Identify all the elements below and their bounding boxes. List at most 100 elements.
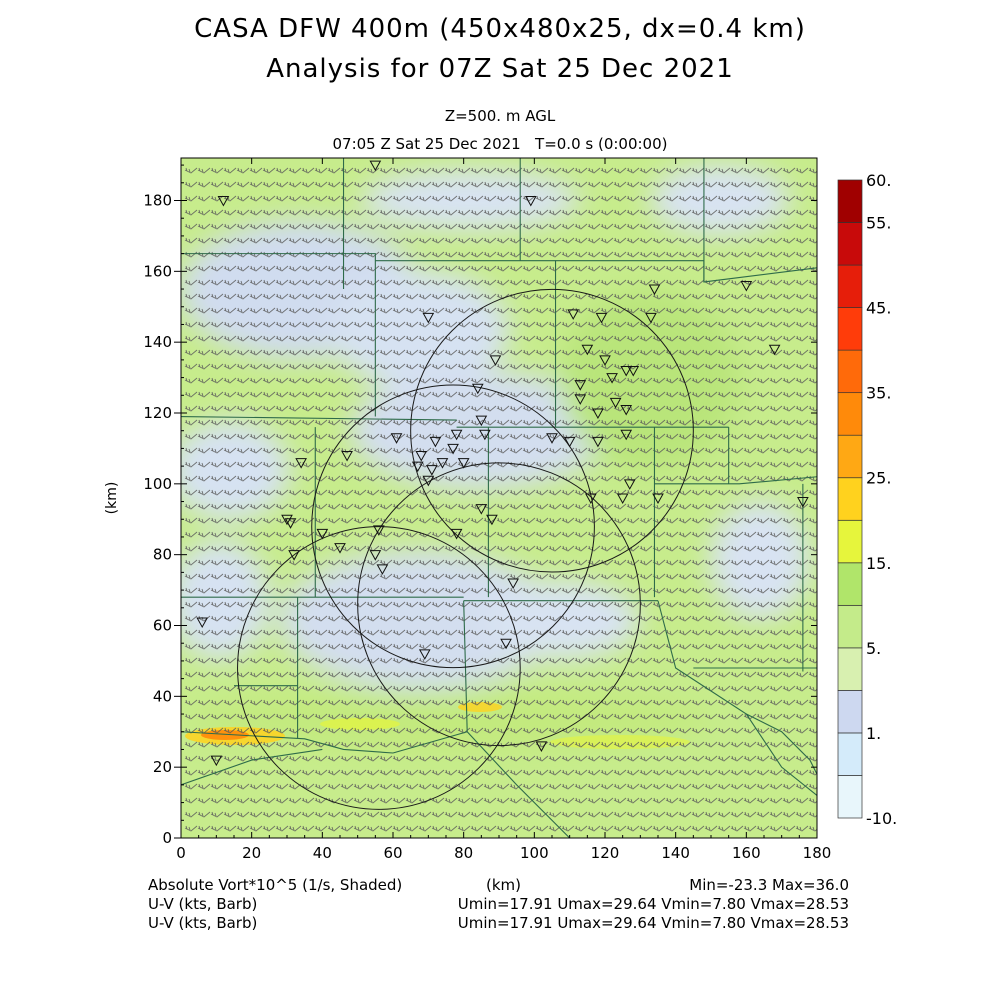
station-marker [616, 493, 629, 505]
station-marker [341, 451, 353, 462]
colorbar-label: 45. [866, 299, 891, 318]
station-marker [436, 458, 449, 469]
station-marker [479, 429, 491, 441]
station-marker [489, 355, 502, 366]
y-tick-label: 100 [143, 475, 172, 493]
colorbar-segment [837, 477, 863, 521]
shading-region [181, 540, 270, 660]
wind-barb-field [184, 167, 817, 832]
county-line [181, 731, 394, 754]
vorticity-shading [181, 158, 817, 838]
county-line [181, 748, 323, 786]
station-marker [648, 284, 661, 296]
station-marker [645, 312, 657, 324]
chart-subtitle: Analysis for 07Z Sat 25 Dec 2021 [266, 54, 734, 84]
station-marker [457, 458, 470, 469]
station-marker [595, 312, 608, 324]
station-marker [546, 433, 558, 444]
county-boundaries [181, 158, 817, 838]
station-marker [450, 528, 463, 540]
station-marker [535, 741, 548, 752]
colorbar-label: 5. [866, 639, 881, 658]
station-marker [373, 525, 385, 536]
radar-ring [357, 462, 641, 747]
station-marker [507, 578, 519, 590]
x-tick-label: 180 [803, 844, 832, 862]
station-marker [422, 475, 435, 487]
station-marker [316, 528, 329, 540]
county-line [392, 731, 468, 754]
shading-region [181, 420, 290, 520]
shading-region [360, 170, 580, 230]
station-marker [475, 415, 488, 427]
station-marker [599, 355, 611, 366]
barb-label-1: U-V (kts, Barb) [148, 895, 258, 913]
y-tick-label: 120 [143, 404, 172, 422]
colorbar-segment [837, 562, 863, 606]
colorbar-segment [837, 775, 863, 819]
y-tick-label: 0 [162, 829, 172, 847]
station-marker [475, 504, 488, 515]
y-axis-label: (km) [104, 482, 120, 515]
colorbar-segment [837, 519, 863, 564]
colorbar-segment [837, 264, 863, 308]
x-tick-label: 80 [454, 844, 473, 862]
station-marker [524, 196, 537, 207]
station-marker [369, 160, 382, 172]
x-tick-label: 40 [313, 844, 332, 862]
wind-barbs [184, 167, 817, 832]
station-marker [281, 514, 293, 526]
colorbar-segment [837, 307, 863, 351]
shading-high [201, 730, 249, 740]
station-marker [585, 493, 597, 505]
county-line [181, 253, 376, 417]
x-tick-label: 0 [176, 844, 186, 862]
colorbar-label: 15. [866, 554, 891, 573]
colorbar-segment [837, 222, 863, 266]
colorbar-segment [837, 732, 863, 776]
station-marker [447, 443, 459, 455]
station-marker [627, 366, 640, 377]
valid-time-label: 07:05 Z Sat 25 Dec 2021 T=0.0 s (0:00:00… [332, 135, 668, 153]
county-line [463, 600, 468, 732]
radar-range-rings [237, 288, 694, 810]
station-marker [592, 436, 604, 448]
station-marker [620, 404, 633, 416]
station-marker [422, 312, 435, 324]
x-tick-label: 140 [661, 844, 690, 862]
y-tick-label: 140 [143, 333, 172, 351]
station-marker [592, 408, 604, 420]
station-marker [411, 461, 424, 473]
barb-stats-2: Umin=17.91 Umax=29.64 Vmin=7.80 Vmax=28.… [457, 914, 849, 932]
station-marker [581, 344, 594, 356]
station-marker [415, 451, 428, 462]
colorbar-segment [837, 690, 863, 734]
colorbar-segment [837, 647, 863, 691]
station-marker [210, 755, 223, 767]
station-marker [471, 383, 484, 395]
radar-ring [237, 526, 521, 810]
station-marker [429, 436, 442, 448]
station-marker [486, 514, 498, 526]
station-marker [426, 465, 438, 476]
station-marker [390, 433, 403, 444]
county-line [466, 731, 571, 838]
x-tick-label: 160 [732, 844, 761, 862]
field-minmax: Min=-23.3 Max=36.0 [689, 876, 849, 894]
colorbar: -10. 1. 5. 15. 25. 35. 45. 55. 60. [837, 171, 897, 828]
y-tick-label: 160 [143, 262, 172, 280]
x-tick-label: 60 [383, 844, 402, 862]
shading-high [320, 718, 400, 730]
station-marker [620, 366, 633, 377]
station-marker [740, 281, 753, 292]
station-marker [567, 309, 580, 320]
x-tick-label: 100 [520, 844, 549, 862]
x-axis-label: (km) [486, 876, 522, 894]
colorbar-label: 55. [866, 214, 891, 233]
station-marker [574, 380, 587, 391]
shading-region [480, 580, 640, 660]
shading-high [458, 702, 502, 712]
station-marker [500, 638, 512, 650]
chart-title: CASA DFW 400m (450x480x25, dx=0.4 km) [194, 14, 806, 44]
